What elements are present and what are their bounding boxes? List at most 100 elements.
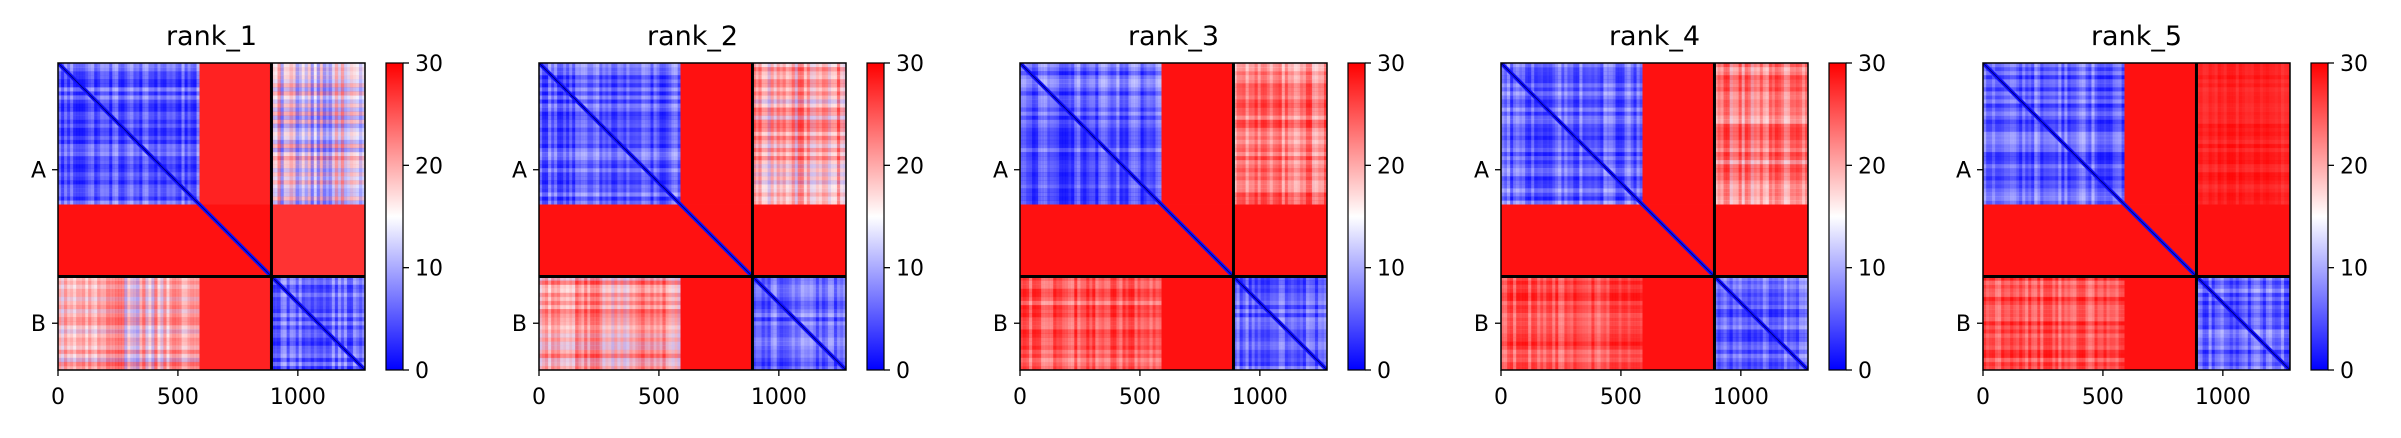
heatmap-streak (1320, 276, 1325, 370)
heatmap-streak (2115, 63, 2119, 205)
heatmap-streak (1137, 276, 1141, 370)
axes-frame (538, 62, 847, 371)
heatmap-streak (1729, 276, 1733, 370)
heatmap-streak (1113, 276, 1117, 370)
heatmap-streak (2265, 276, 2270, 370)
heatmap-band (1983, 361, 2125, 367)
heatmap-streak (2274, 63, 2279, 205)
heatmap-streak (1035, 276, 1039, 370)
heatmap-band (1233, 304, 1327, 310)
heatmap-band (1501, 341, 1643, 346)
heatmap-streak (1612, 63, 1616, 205)
heatmap-streak (1579, 63, 1583, 205)
heatmap-streak (2265, 63, 2270, 205)
heatmap-streak (2121, 276, 2125, 370)
heatmap-band (58, 333, 200, 338)
heatmap-band (271, 300, 365, 306)
heatmap-band (1233, 337, 1327, 342)
heatmap-streak (770, 63, 774, 205)
heatmap-streak (2043, 63, 2047, 205)
heatmap-band (1714, 111, 1808, 116)
heatmap-streak (2217, 63, 2222, 205)
heatmap-band (1501, 337, 1643, 342)
heatmap-streak (803, 276, 808, 370)
heatmap-streak (1032, 276, 1036, 370)
heatmap-streak (2253, 63, 2258, 205)
heatmap-band (1714, 337, 1808, 342)
heatmap-band (2196, 325, 2290, 330)
heatmap-streak (148, 276, 152, 370)
heatmap-block (539, 204, 753, 277)
heatmap-streak (1777, 63, 1782, 205)
heatmap-band (1233, 160, 1327, 165)
panel-title: rank_2 (647, 21, 738, 52)
heatmap-band (58, 107, 200, 112)
heatmap-streak (1155, 63, 1159, 205)
heatmap-streak (1771, 63, 1776, 205)
heatmap-streak (115, 276, 119, 370)
heatmap-band (2196, 276, 2290, 281)
heatmap-streak (1995, 276, 1999, 370)
heatmap-streak (2283, 276, 2288, 370)
heatmap-streak (193, 63, 197, 205)
colorbar-tick-label: 20 (415, 154, 443, 179)
heatmap-band (1020, 365, 1162, 370)
heatmap-band (539, 337, 681, 342)
heatmap-block (680, 63, 753, 205)
heatmap-streak (758, 276, 762, 370)
heatmap-band (58, 329, 200, 334)
heatmap-band (752, 160, 846, 165)
heatmap-streak (184, 63, 188, 205)
heatmap-band (58, 196, 200, 201)
heatmap-streak (124, 276, 128, 370)
heatmap-streak (133, 276, 137, 370)
heatmap-streak (1528, 63, 1532, 205)
heatmap-band (58, 91, 200, 96)
heatmap-streak (563, 276, 567, 370)
heatmap-streak (106, 276, 110, 370)
axes-frame (57, 62, 366, 371)
heatmap-streak (88, 276, 92, 370)
heatmap-band (1501, 284, 1643, 290)
heatmap-streak (632, 276, 636, 370)
heatmap-streak (1320, 63, 1325, 205)
heatmap-band (1501, 300, 1643, 306)
heatmap-band (2196, 164, 2290, 169)
heatmap-streak (1284, 276, 1289, 370)
heatmap-band (2196, 79, 2290, 84)
heatmap-streak (1621, 63, 1625, 205)
heatmap-band (1020, 288, 1162, 294)
heatmap-streak (2286, 276, 2290, 370)
heatmap-streak (638, 63, 642, 205)
heatmap-streak (1056, 63, 1060, 205)
heatmap-streak (109, 276, 113, 370)
heatmap-band (1501, 107, 1643, 112)
heatmap-band (271, 361, 365, 367)
heatmap-streak (1308, 276, 1313, 370)
heatmap-streak (1143, 63, 1147, 205)
heatmap-band (58, 79, 200, 84)
heatmap-band (1501, 143, 1643, 149)
heatmap-band (1501, 63, 1643, 68)
heatmap-band (1714, 107, 1808, 112)
heatmap-streak (196, 276, 200, 370)
heatmap-streak (1513, 63, 1517, 205)
x-tick-label: 500 (157, 385, 199, 410)
heatmap-band (271, 288, 365, 294)
heatmap-streak (605, 276, 609, 370)
heatmap-streak (821, 63, 826, 205)
heatmap-streak (2208, 276, 2212, 370)
heatmap-streak (812, 63, 817, 205)
heatmap-streak (614, 276, 618, 370)
heatmap-band (1020, 79, 1162, 84)
heatmap-streak (1242, 276, 1246, 370)
heatmap-band (539, 83, 681, 88)
heatmap-streak (1314, 63, 1319, 205)
heatmap-streak (337, 63, 342, 205)
heatmap-band (58, 103, 200, 108)
x-tick-label: 500 (1600, 385, 1642, 410)
heatmap-band (271, 168, 365, 173)
heatmap-streak (295, 276, 300, 370)
heatmap-streak (608, 276, 612, 370)
heatmap-band (539, 135, 681, 141)
